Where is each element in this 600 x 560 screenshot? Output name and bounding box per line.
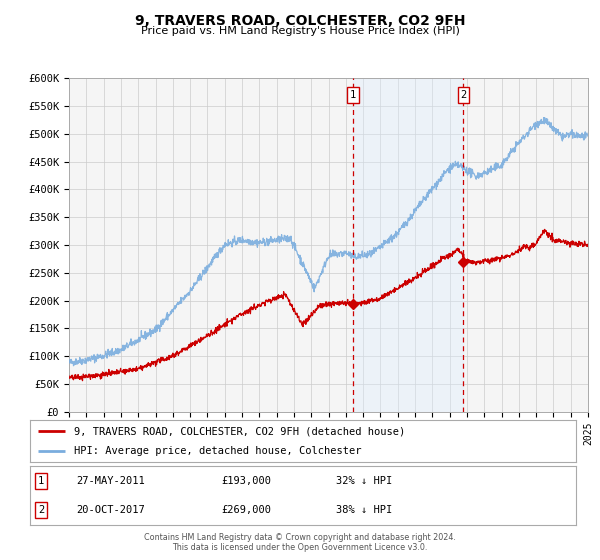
Text: 2: 2 (38, 505, 44, 515)
Text: 32% ↓ HPI: 32% ↓ HPI (336, 475, 392, 486)
Text: Contains HM Land Registry data © Crown copyright and database right 2024.: Contains HM Land Registry data © Crown c… (144, 533, 456, 542)
Text: 27-MAY-2011: 27-MAY-2011 (76, 475, 145, 486)
Text: £193,000: £193,000 (221, 475, 271, 486)
Text: 9, TRAVERS ROAD, COLCHESTER, CO2 9FH: 9, TRAVERS ROAD, COLCHESTER, CO2 9FH (135, 14, 465, 28)
Text: Price paid vs. HM Land Registry's House Price Index (HPI): Price paid vs. HM Land Registry's House … (140, 26, 460, 36)
Text: £269,000: £269,000 (221, 505, 271, 515)
Text: This data is licensed under the Open Government Licence v3.0.: This data is licensed under the Open Gov… (172, 543, 428, 552)
Text: 1: 1 (38, 475, 44, 486)
Text: 20-OCT-2017: 20-OCT-2017 (76, 505, 145, 515)
Text: 9, TRAVERS ROAD, COLCHESTER, CO2 9FH (detached house): 9, TRAVERS ROAD, COLCHESTER, CO2 9FH (de… (74, 426, 405, 436)
Text: 2: 2 (460, 90, 467, 100)
Bar (353, 78, 463, 412)
Text: HPI: Average price, detached house, Colchester: HPI: Average price, detached house, Colc… (74, 446, 361, 456)
Text: 1: 1 (350, 90, 356, 100)
Text: 38% ↓ HPI: 38% ↓ HPI (336, 505, 392, 515)
